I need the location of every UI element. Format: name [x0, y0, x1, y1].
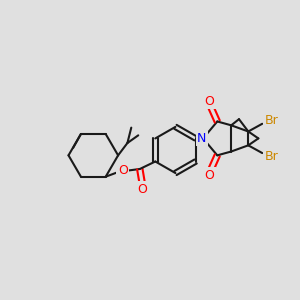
Text: Br: Br — [265, 150, 278, 163]
Text: O: O — [118, 164, 128, 177]
Text: O: O — [137, 182, 147, 196]
Text: N: N — [197, 132, 206, 145]
Text: Br: Br — [265, 114, 278, 127]
Text: O: O — [205, 95, 214, 108]
Text: O: O — [205, 169, 214, 182]
